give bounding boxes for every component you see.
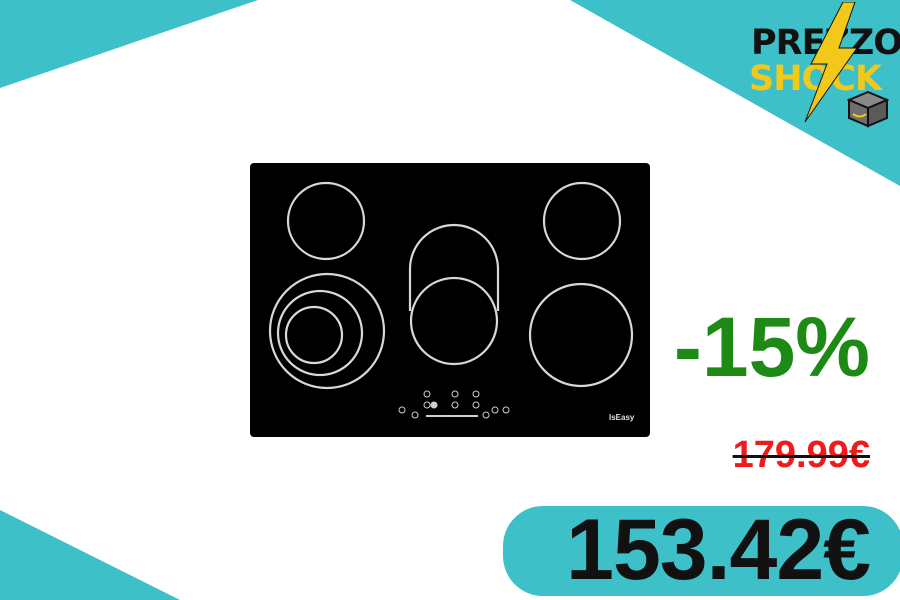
price-badge xyxy=(503,506,900,596)
sale-price: 153.42€ xyxy=(566,502,871,598)
control-icon xyxy=(423,401,431,409)
teal-corner-bottom-left xyxy=(0,510,180,600)
control-icon xyxy=(472,390,480,398)
control-icon xyxy=(451,401,459,409)
lightning-bolt-icon xyxy=(804,2,858,123)
burner-bottom-left-outer xyxy=(268,272,386,390)
burner-top-right xyxy=(542,181,622,261)
control-icon xyxy=(472,401,480,409)
hob-brand-logo: IsEasy xyxy=(609,413,635,422)
teal-corner-top-left xyxy=(0,0,258,88)
burner-bottom-right xyxy=(528,282,634,388)
burner-bottom-left-inner xyxy=(284,305,344,365)
package-box-icon xyxy=(847,90,889,128)
control-icon xyxy=(451,390,459,398)
burner-top-left xyxy=(286,181,366,261)
logo-word-shock: SHOCK xyxy=(749,59,882,99)
teal-corner-top-right xyxy=(570,0,900,186)
touch-control-panel xyxy=(398,390,510,419)
control-icon xyxy=(423,390,431,398)
burner-bottom-left-middle xyxy=(276,289,364,377)
control-icon xyxy=(398,406,406,414)
prezzo-shock-logo: PREZZO SHOCK xyxy=(745,2,900,130)
original-price: 179.99€ xyxy=(732,434,870,476)
hob-glass-surface xyxy=(250,163,650,437)
burner-center-oval xyxy=(408,223,500,311)
burner-center-round xyxy=(409,276,499,366)
control-icon xyxy=(482,411,490,419)
ceramic-hob-image: IsEasy xyxy=(250,163,650,437)
control-icon xyxy=(430,401,438,409)
control-icon xyxy=(491,406,499,414)
control-icon xyxy=(502,406,510,414)
control-icon xyxy=(411,411,419,419)
discount-percentage: -15% xyxy=(673,300,870,394)
